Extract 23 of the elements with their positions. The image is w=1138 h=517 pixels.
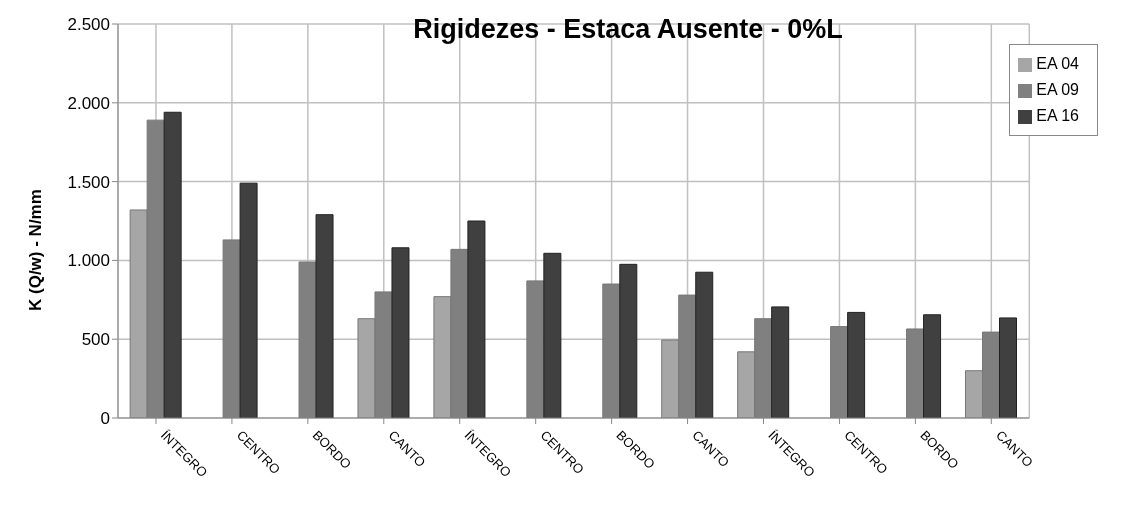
legend-label: EA 16 xyxy=(1036,107,1079,124)
chart-title: Rigidezes - Estaca Ausente - 0%L xyxy=(413,14,843,44)
y-axis-title: K (Q/w) - N/mm xyxy=(26,189,46,311)
bar xyxy=(163,111,182,418)
legend-label: EA 09 xyxy=(1036,81,1079,98)
y-tick-label: 0 xyxy=(100,409,110,429)
bar xyxy=(543,252,562,418)
bar xyxy=(239,182,258,418)
bar xyxy=(467,220,486,418)
bar xyxy=(999,317,1018,418)
bar xyxy=(315,214,334,418)
bar xyxy=(771,306,790,418)
bar xyxy=(847,311,866,418)
y-tick-label: 2.500 xyxy=(67,15,110,35)
bar xyxy=(391,247,410,418)
y-tick-label: 2.000 xyxy=(67,93,110,113)
legend-label: EA 04 xyxy=(1036,55,1079,72)
bar xyxy=(695,271,714,418)
bar xyxy=(923,314,942,418)
y-tick-label: 1.500 xyxy=(67,172,110,192)
y-tick-label: 500 xyxy=(81,330,110,350)
bar xyxy=(619,263,638,418)
y-tick-label: 1.000 xyxy=(67,251,110,271)
